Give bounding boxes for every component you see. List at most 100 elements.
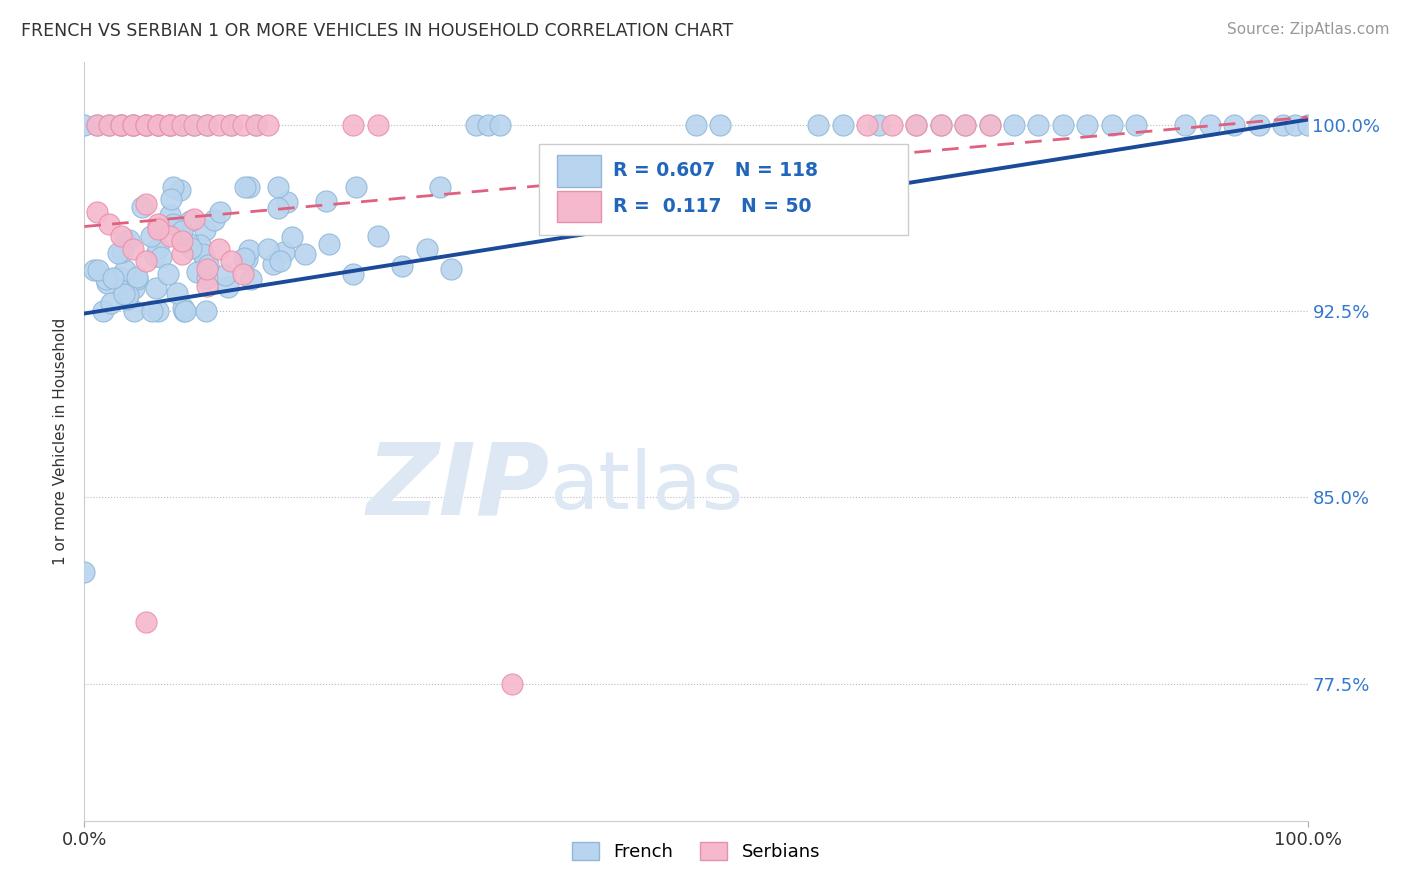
Point — [172, 118, 194, 132]
Point — [180, 241, 202, 255]
Point — [146, 118, 169, 132]
Point — [219, 118, 242, 132]
Point — [97, 118, 120, 132]
Point — [267, 201, 290, 215]
Point — [235, 252, 257, 266]
Point — [1125, 118, 1147, 132]
Point — [193, 246, 215, 260]
Point — [97, 118, 120, 132]
Point — [979, 118, 1001, 132]
Point — [273, 244, 295, 259]
Point — [145, 249, 167, 263]
Point — [197, 258, 219, 272]
Point — [194, 223, 217, 237]
Point — [257, 242, 280, 256]
Point — [440, 261, 463, 276]
Point — [1174, 118, 1197, 132]
Point — [183, 212, 205, 227]
Point — [208, 242, 231, 256]
Point — [869, 118, 891, 132]
Point — [1101, 118, 1123, 132]
Point — [269, 254, 291, 268]
Point — [214, 268, 236, 283]
Point — [880, 118, 903, 132]
Point — [1284, 118, 1306, 132]
Point — [709, 118, 731, 132]
Point — [83, 262, 105, 277]
Point — [159, 118, 181, 132]
Point — [240, 272, 263, 286]
Point — [162, 179, 184, 194]
Point — [929, 118, 952, 132]
Point — [217, 280, 239, 294]
Point — [86, 204, 108, 219]
Point — [186, 265, 208, 279]
FancyBboxPatch shape — [557, 191, 600, 222]
Point — [208, 205, 231, 219]
Point — [193, 253, 215, 268]
Point — [169, 183, 191, 197]
Point — [159, 208, 181, 222]
Point — [477, 118, 499, 132]
Point — [1028, 118, 1050, 132]
Point — [905, 118, 928, 132]
Point — [103, 270, 125, 285]
Point — [294, 247, 316, 261]
Point — [344, 179, 367, 194]
Point — [979, 118, 1001, 132]
Point — [489, 118, 512, 132]
Point — [122, 118, 145, 132]
Point — [135, 197, 157, 211]
Point — [208, 118, 231, 132]
Point — [110, 118, 132, 132]
Point — [110, 118, 132, 132]
Point — [73, 118, 96, 132]
Point — [122, 304, 145, 318]
Point — [1198, 118, 1220, 132]
Point — [429, 179, 451, 194]
FancyBboxPatch shape — [540, 144, 908, 235]
Legend: French, Serbians: French, Serbians — [564, 835, 828, 869]
Point — [342, 267, 364, 281]
Point — [197, 270, 219, 285]
Point — [146, 217, 169, 231]
Point — [97, 217, 120, 231]
Point — [86, 118, 108, 132]
Point — [856, 118, 879, 132]
Point — [110, 229, 132, 244]
Point — [122, 118, 145, 132]
Point — [122, 242, 145, 256]
Point — [135, 615, 157, 629]
Point — [159, 229, 181, 244]
Point — [107, 270, 129, 285]
Point — [238, 179, 260, 194]
Text: FRENCH VS SERBIAN 1 OR MORE VEHICLES IN HOUSEHOLD CORRELATION CHART: FRENCH VS SERBIAN 1 OR MORE VEHICLES IN … — [21, 22, 733, 40]
Point — [100, 296, 122, 310]
Text: Source: ZipAtlas.com: Source: ZipAtlas.com — [1226, 22, 1389, 37]
Point — [202, 213, 225, 227]
Point — [233, 179, 256, 194]
Point — [96, 272, 118, 286]
Point — [135, 118, 157, 132]
Point — [122, 118, 145, 132]
Point — [91, 304, 114, 318]
Point — [194, 304, 217, 318]
Point — [96, 277, 118, 291]
Point — [905, 118, 928, 132]
Point — [188, 237, 211, 252]
Point — [257, 118, 280, 132]
Text: R = 0.607   N = 118: R = 0.607 N = 118 — [613, 161, 818, 180]
Point — [125, 272, 148, 286]
Point — [807, 118, 830, 132]
Point — [195, 261, 218, 276]
Point — [1247, 118, 1270, 132]
Point — [267, 179, 290, 194]
Point — [464, 118, 486, 132]
Point — [149, 250, 172, 264]
Point — [183, 118, 205, 132]
Point — [146, 222, 169, 236]
Point — [117, 287, 139, 301]
Point — [107, 245, 129, 260]
Point — [172, 247, 194, 261]
Point — [195, 279, 218, 293]
